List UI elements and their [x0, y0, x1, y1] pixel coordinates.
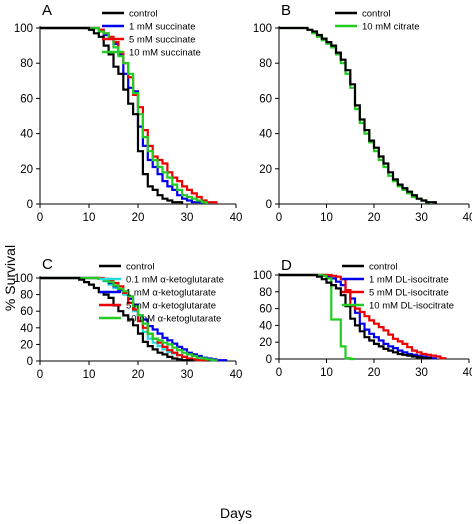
x-tick-label: 0: [37, 369, 43, 381]
y-tick-label: 40: [20, 129, 33, 141]
y-tick-label: 80: [259, 58, 272, 70]
legend: control 0.1 mM α-ketoglutarate 1 mM α-keto…: [99, 262, 224, 325]
x-tick-label: 20: [368, 212, 381, 224]
y-tick-label: 80: [20, 58, 33, 70]
legend-label: 1 mM succinate: [129, 22, 196, 33]
panel-letter: A: [42, 2, 52, 19]
legend-label: control: [129, 9, 158, 20]
x-tick-label: 40: [230, 369, 243, 381]
y-tick-label: 80: [20, 290, 33, 302]
y-tick-label: 60: [259, 304, 272, 316]
x-tick-label: 20: [132, 212, 145, 224]
y-tick-label: 40: [20, 323, 33, 335]
y-tick-label: 20: [259, 337, 272, 349]
panel-a: A 0 20 40 60 80 100 0 10 20 30 40 control 1 mM succin…: [14, 2, 243, 224]
legend-label: control: [369, 262, 398, 273]
series-line-1: [279, 26, 433, 204]
y-tick-label: 40: [259, 129, 272, 141]
x-tick-label: 30: [181, 369, 194, 381]
x-tick-label: 0: [37, 212, 43, 224]
legend-label: control: [126, 262, 155, 273]
series-line-4: [40, 276, 218, 362]
y-tick-label: 100: [14, 23, 33, 35]
y-tick-label: 20: [20, 164, 33, 176]
x-tick-label: 10: [83, 212, 96, 224]
legend-label: 10 mM α-ketoglutarate: [126, 314, 221, 325]
legend-label: 5 mM α-ketoglutarate: [126, 301, 216, 312]
y-tick-label: 0: [266, 354, 272, 366]
panel-letter: D: [281, 257, 292, 274]
y-tick-label: 0: [266, 199, 272, 211]
x-tick-label: 30: [415, 212, 428, 224]
y-tick-label: 40: [259, 320, 272, 332]
legend-label: 0.1 mM α-ketoglutarate: [126, 275, 224, 286]
series-line-0: [40, 26, 184, 204]
y-tick-label: 20: [259, 164, 272, 176]
x-tick-label: 0: [276, 212, 282, 224]
y-tick-label: 100: [253, 270, 272, 282]
panel-d: D 0 20 40 60 80 100 0 10 20 30 40 control 1 mM DL-iso…: [253, 257, 472, 379]
legend: control 10 mM citrate: [335, 9, 420, 33]
panel-c: C 0 20 40 60 80 100 0 10 20 30 40 control 0.1 mM α-ke…: [14, 256, 243, 381]
legend: control 1 mM succinate 5 mM succinate 10 mM…: [102, 9, 201, 59]
x-tick-label: 20: [132, 369, 145, 381]
y-tick-label: 0: [27, 199, 33, 211]
legend-label: 1 mM DL-isocitrate: [369, 275, 449, 286]
x-tick-label: 10: [83, 369, 96, 381]
legend-label: 5 mM succinate: [129, 35, 196, 46]
series-line-0: [279, 26, 437, 204]
y-tick-label: 60: [20, 93, 33, 105]
legend-label: 5 mM DL-isocitrate: [369, 288, 449, 299]
y-tick-label: 100: [14, 273, 33, 285]
x-tick-label: 40: [463, 212, 472, 224]
x-tick-label: 30: [181, 212, 194, 224]
panel-letter: C: [42, 256, 53, 273]
y-tick-label: 60: [259, 93, 272, 105]
legend-label: control: [362, 9, 391, 20]
x-tick-label: 40: [463, 367, 472, 379]
y-tick-label: 20: [20, 339, 33, 351]
x-tick-label: 40: [230, 212, 243, 224]
series-line-0: [279, 273, 433, 360]
series-line-2: [279, 273, 447, 360]
legend-label: 1 mM α-ketoglutarate: [126, 288, 216, 299]
panel-b: B 0 20 40 60 80 100 0 10 20 30 40 control 10 mM citra…: [253, 2, 472, 224]
legend-label: 10 mM citrate: [362, 22, 420, 33]
x-tick-label: 0: [276, 367, 282, 379]
x-tick-label: 30: [415, 367, 428, 379]
y-tick-label: 0: [27, 356, 33, 368]
panel-letter: B: [281, 2, 291, 19]
y-axis-title: % Survival: [2, 245, 18, 311]
legend-label: 10 mM succinate: [129, 48, 201, 59]
x-tick-label: 20: [368, 367, 381, 379]
series-line-3: [279, 273, 355, 361]
y-tick-label: 100: [253, 23, 272, 35]
series-line-0: [40, 276, 193, 362]
x-tick-label: 10: [320, 367, 333, 379]
x-axis-title: Days: [220, 505, 252, 521]
legend: control 1 mM DL-isocitrate 5 mM DL-isocitr…: [342, 262, 454, 312]
y-tick-label: 80: [259, 287, 272, 299]
legend-label: 10 mM DL-isocitrate: [369, 301, 454, 312]
x-tick-label: 10: [320, 212, 333, 224]
y-tick-label: 60: [20, 306, 33, 318]
